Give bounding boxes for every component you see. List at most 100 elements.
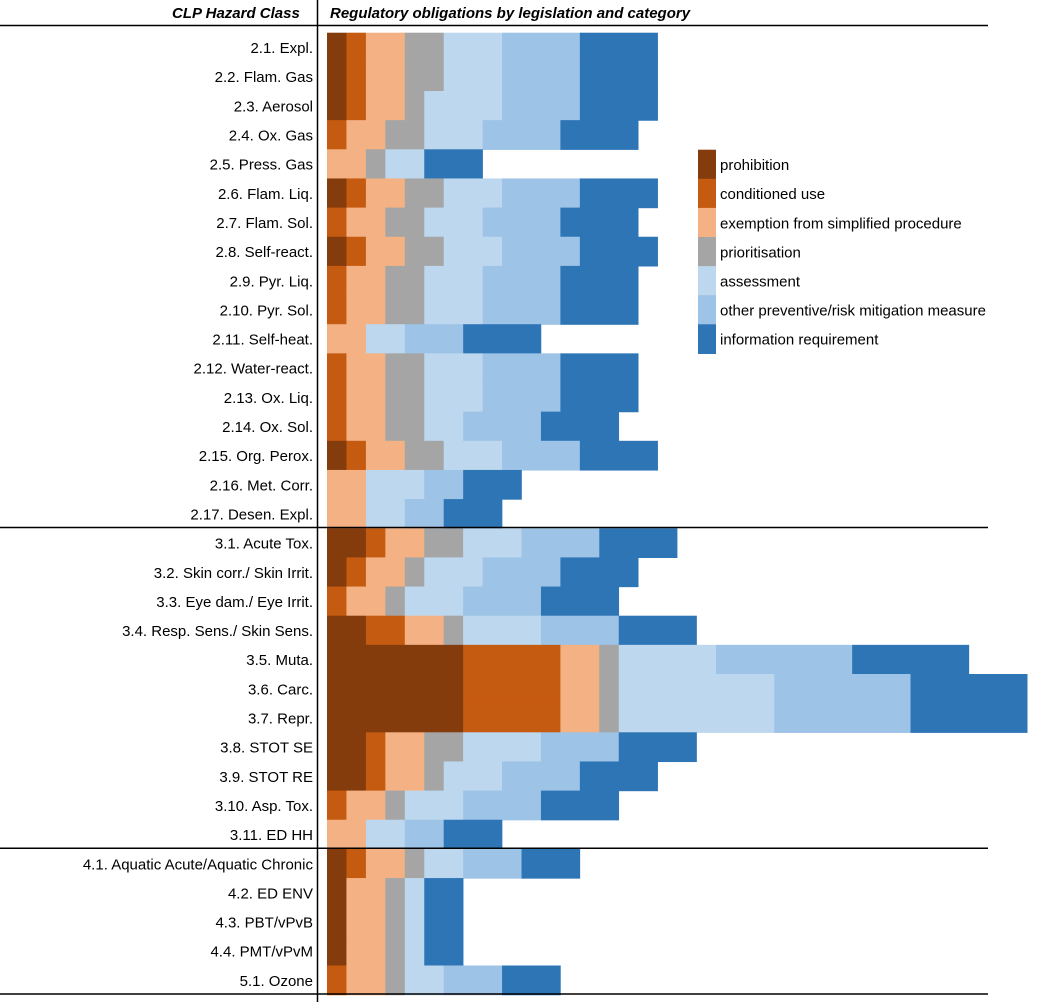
bar-segment-assessment [404, 965, 444, 996]
bar-segment-exemption-from-simplified-procedure [346, 790, 386, 821]
bar-segment-conditioned-use [327, 382, 347, 413]
row-label: 3.8. STOT SE [220, 740, 313, 757]
bar-segment-other-preventive-risk-mitigation-measure [540, 732, 620, 763]
bar-segment-other-preventive-risk-mitigation-measure [502, 236, 581, 267]
bar-segment-assessment [618, 674, 775, 704]
row-label: 3.10. Asp. Tox. [215, 798, 313, 815]
row-label: 2.12. Water-react. [194, 361, 314, 378]
bar-segment-conditioned-use [327, 353, 347, 384]
bar-segment-conditioned-use [346, 32, 367, 63]
bar-segment-information-requirement [579, 32, 658, 63]
bar-segment-prohibition [327, 615, 367, 646]
bar-segment-information-requirement [579, 178, 658, 209]
legend: prohibition conditioned use exemption from… [698, 149, 986, 354]
bar-segment-information-requirement [618, 615, 697, 646]
row-label: 3.9. STOT RE [219, 769, 313, 786]
bar-segment-prioritisation [404, 236, 444, 267]
row-label: 2.5. Press. Gas [210, 157, 313, 174]
bar-segment-information-requirement [579, 761, 658, 792]
legend-label-assessment: assessment [720, 273, 801, 290]
bar-segment-conditioned-use [327, 295, 347, 325]
bar-segment-assessment [424, 91, 503, 121]
row-label: 3.4. Resp. Sens./ Skin Sens. [122, 623, 313, 640]
bar-segment-conditioned-use [346, 61, 367, 92]
row-label: 3.6. Carc. [248, 681, 313, 698]
bar-segment-other-preventive-risk-mitigation-measure [404, 499, 444, 529]
bar-segment-conditioned-use [327, 265, 347, 296]
bar-segment-information-requirement [560, 557, 639, 588]
bar-segment-prioritisation [404, 91, 425, 121]
bar-segment-prohibition [327, 32, 347, 63]
row-label: 2.7. Flam. Sol. [216, 215, 313, 232]
bar-segment-exemption-from-simplified-procedure [365, 32, 406, 63]
row-label: 2.1. Expl. [250, 40, 313, 57]
bar-segment-prioritisation [385, 120, 425, 150]
bar-segment-information-requirement [424, 936, 464, 967]
bar-segment-exemption-from-simplified-procedure [346, 120, 386, 150]
bar-segment-conditioned-use [346, 848, 367, 879]
bar-segment-information-requirement [463, 469, 522, 500]
bar-segment-prioritisation [424, 761, 444, 792]
row-label: 3.5. Muta. [246, 652, 313, 669]
bar-segment-exemption-from-simplified-procedure [365, 848, 406, 879]
bar-segment-exemption-from-simplified-procedure [327, 499, 367, 529]
bar-segment-prohibition [327, 178, 347, 209]
header-regulatory-obligations: Regulatory obligations by legislation an… [330, 5, 691, 22]
bar-segment-other-preventive-risk-mitigation-measure [502, 761, 581, 792]
bars-layer [327, 32, 1028, 996]
legend-swatch-assessment [698, 266, 716, 296]
row-label: 4.4. PMT/vPvM [210, 944, 313, 961]
bar-segment-information-requirement [424, 907, 464, 937]
group-dividers-layer [0, 526, 988, 995]
bar-segment-other-preventive-risk-mitigation-measure [774, 703, 911, 733]
bar-segment-information-requirement [560, 295, 639, 325]
bar-segment-assessment [404, 790, 464, 821]
bar-segment-exemption-from-simplified-procedure [327, 149, 367, 180]
legend-swatch-prohibition [698, 149, 716, 180]
bar-segment-other-preventive-risk-mitigation-measure [463, 586, 542, 617]
bar-segment-exemption-from-simplified-procedure [346, 382, 386, 413]
row-label: 2.3. Aerosol [234, 98, 313, 115]
bar-segment-prioritisation [424, 528, 464, 558]
bar-segment-other-preventive-risk-mitigation-measure [404, 819, 444, 850]
bar-segment-information-requirement [579, 236, 658, 267]
bar-segment-prohibition [327, 61, 347, 92]
bar-segment-assessment [424, 207, 483, 238]
row-label: 3.2. Skin corr./ Skin Irrit. [154, 565, 313, 582]
row-label: 2.16. Met. Corr. [210, 477, 313, 494]
row-label: 2.10. Pyr. Sol. [220, 302, 313, 319]
bar-segment-assessment [463, 732, 542, 763]
row-label: 3.3. Eye dam./ Eye Irrit. [156, 594, 313, 611]
bar-segment-prioritisation [404, 557, 425, 588]
bar-segment-prioritisation [443, 615, 464, 646]
legend-label-information-requirement: information requirement [720, 332, 879, 349]
bar-segment-prohibition [327, 761, 367, 792]
row-label: 2.6. Flam. Liq. [218, 186, 313, 203]
bar-segment-conditioned-use [327, 120, 347, 150]
bar-segment-prioritisation [385, 586, 406, 617]
bar-segment-other-preventive-risk-mitigation-measure [482, 382, 561, 413]
bar-segment-prioritisation [424, 732, 464, 763]
bar-segment-other-preventive-risk-mitigation-measure [482, 557, 561, 588]
bar-segment-information-requirement [910, 703, 1028, 733]
bar-segment-exemption-from-simplified-procedure [346, 878, 386, 908]
bar-segment-assessment [424, 120, 483, 150]
bar-segment-other-preventive-risk-mitigation-measure [502, 440, 581, 471]
bar-segment-prioritisation [404, 178, 444, 209]
bar-segment-assessment [365, 499, 406, 529]
bar-segment-information-requirement [424, 878, 464, 908]
legend-label-other-preventive-risk-mitigation-measure: other preventive/risk mitigation measure [720, 303, 986, 320]
bar-segment-information-requirement [502, 965, 561, 996]
bar-segment-assessment [424, 382, 483, 413]
bar-segment-other-preventive-risk-mitigation-measure [482, 207, 561, 238]
bar-segment-prohibition [327, 91, 347, 121]
bar-segment-assessment [618, 644, 717, 675]
bar-segment-information-requirement [579, 61, 658, 92]
bar-segment-assessment [443, 178, 503, 209]
legend-label-prioritisation: prioritisation [720, 244, 801, 261]
bar-segment-prohibition [327, 440, 347, 471]
legend-label-conditioned-use: conditioned use [720, 186, 825, 203]
bar-segment-prohibition [327, 907, 347, 937]
bar-segment-exemption-from-simplified-procedure [560, 644, 600, 675]
bar-segment-other-preventive-risk-mitigation-measure [463, 411, 542, 442]
